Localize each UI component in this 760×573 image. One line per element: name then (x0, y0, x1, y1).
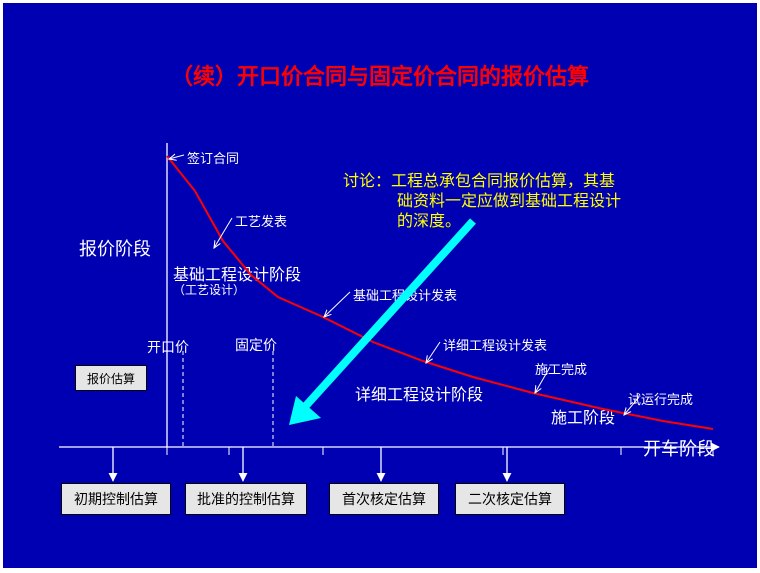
label-fixed-price: 固定价 (235, 335, 277, 355)
box-second-estimate: 二次核定估算 (455, 483, 565, 515)
milestone-trial-done: 试运行完成 (628, 389, 693, 408)
box-first-estimate-label: 首次核定估算 (342, 489, 426, 509)
box-bid-estimate: 报价估算 (75, 365, 147, 391)
box-second-estimate-label: 二次核定估算 (468, 489, 552, 509)
label-open-price: 开口价 (147, 337, 189, 357)
stage-ticks (167, 447, 713, 455)
box-bid-estimate-label: 报价估算 (87, 370, 135, 387)
phase-startup: 开车阶段 (643, 435, 715, 461)
box-first-estimate: 首次核定估算 (329, 483, 439, 515)
down-arrows (113, 447, 507, 481)
phase-detail: 详细工程设计阶段 (355, 381, 483, 405)
milestone-basic-release: 基础工程设计发表 (353, 285, 457, 304)
box-initial-estimate: 初期控制估算 (61, 483, 171, 515)
box-approved-estimate-label: 批准的控制估算 (197, 489, 295, 509)
milestone-detail-release: 详细工程设计发表 (443, 335, 547, 354)
milestone-construction-done: 施工完成 (535, 359, 587, 378)
box-initial-estimate-label: 初期控制估算 (74, 489, 158, 509)
box-approved-estimate: 批准的控制估算 (185, 483, 307, 515)
milestone-sign: 签订合同 (187, 148, 239, 167)
discussion-line3: 的深度。 (397, 207, 461, 231)
phase-basic-sub: （工艺设计） (173, 281, 245, 298)
slide-title: （续）开口价合同与固定价合同的报价估算 (3, 59, 757, 91)
phase-construction: 施工阶段 (551, 404, 615, 428)
milestone-process: 工艺发表 (235, 211, 287, 230)
slide: （续）开口价合同与固定价合同的报价估算 讨论：工程总承包合同报价估算，其基 础资… (3, 3, 757, 568)
phase-bidding: 报价阶段 (79, 235, 151, 261)
